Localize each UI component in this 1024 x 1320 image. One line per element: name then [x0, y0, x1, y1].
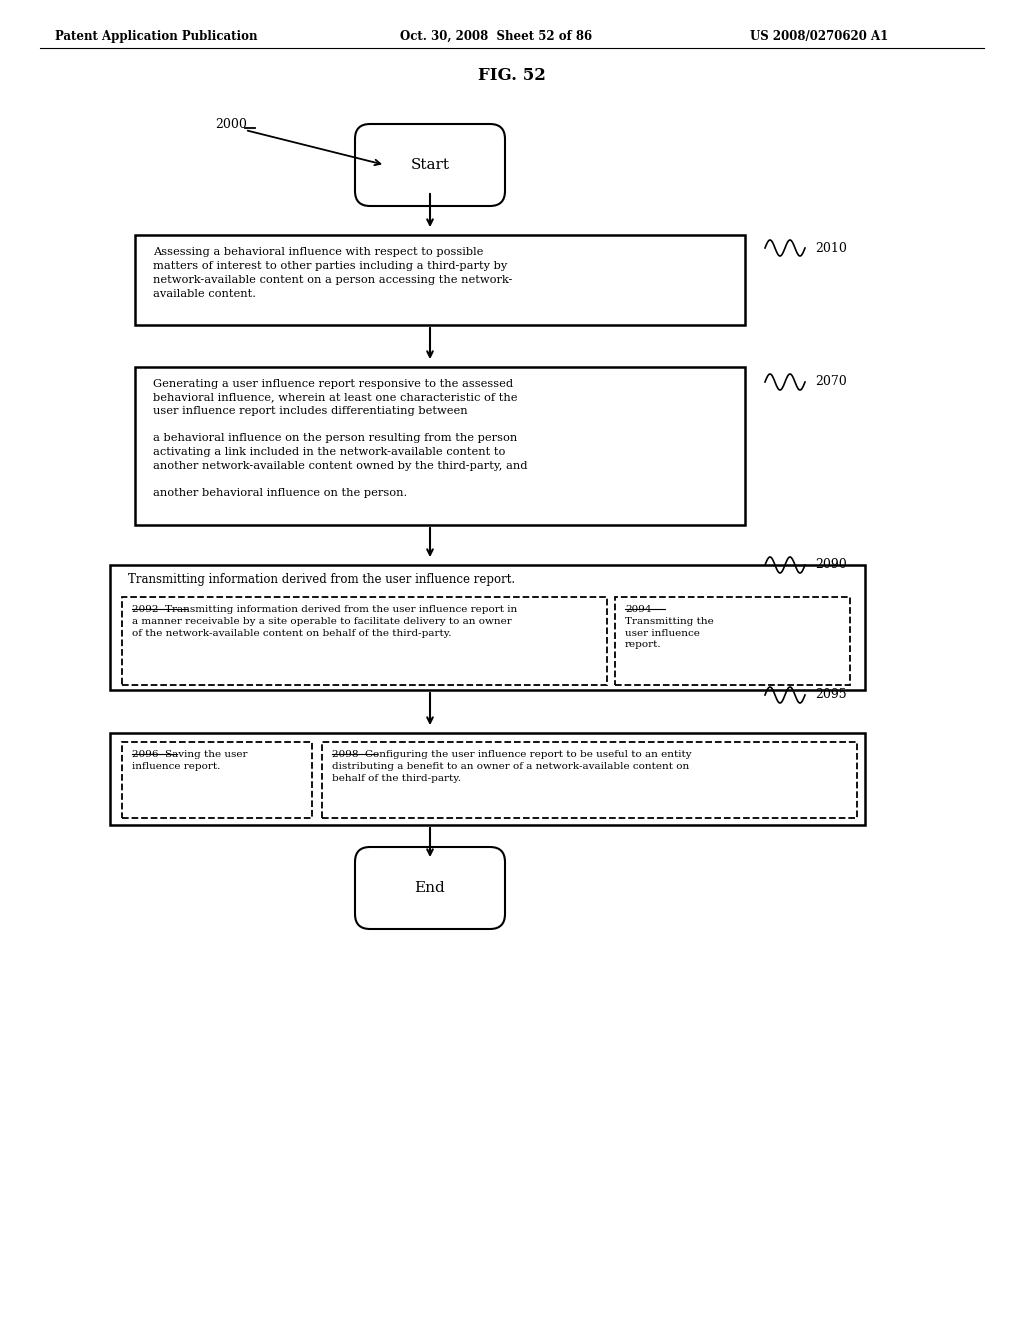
Text: Oct. 30, 2008  Sheet 52 of 86: Oct. 30, 2008 Sheet 52 of 86 — [400, 30, 592, 44]
Text: 2070: 2070 — [815, 375, 847, 388]
FancyBboxPatch shape — [122, 597, 607, 685]
FancyBboxPatch shape — [322, 742, 857, 818]
Text: 2092  Transmitting information derived from the user influence report in
a manne: 2092 Transmitting information derived fr… — [132, 605, 517, 638]
Text: Transmitting information derived from the user influence report.: Transmitting information derived from th… — [128, 573, 515, 586]
Text: Patent Application Publication: Patent Application Publication — [55, 30, 257, 44]
Text: Generating a user influence report responsive to the assessed
behavioral influen: Generating a user influence report respo… — [153, 379, 527, 498]
FancyBboxPatch shape — [355, 847, 505, 929]
FancyBboxPatch shape — [110, 565, 865, 690]
Text: End: End — [415, 880, 445, 895]
Text: Assessing a behavioral influence with respect to possible
matters of interest to: Assessing a behavioral influence with re… — [153, 247, 512, 300]
FancyBboxPatch shape — [615, 597, 850, 685]
Text: 2090: 2090 — [815, 558, 847, 572]
FancyBboxPatch shape — [110, 733, 865, 825]
FancyBboxPatch shape — [355, 124, 505, 206]
Text: 2096  Saving the user
influence report.: 2096 Saving the user influence report. — [132, 750, 248, 771]
Text: 2094
Transmitting the
user influence
report.: 2094 Transmitting the user influence rep… — [625, 605, 714, 649]
Text: Start: Start — [411, 158, 450, 172]
Text: 2000: 2000 — [215, 119, 247, 132]
FancyBboxPatch shape — [135, 235, 745, 325]
Text: 2010: 2010 — [815, 242, 847, 255]
Text: FIG. 52: FIG. 52 — [478, 66, 546, 83]
Text: US 2008/0270620 A1: US 2008/0270620 A1 — [750, 30, 888, 44]
Text: 2095: 2095 — [815, 689, 847, 701]
FancyBboxPatch shape — [135, 367, 745, 525]
FancyBboxPatch shape — [122, 742, 312, 818]
Text: 2098  Configuring the user influence report to be useful to an entity
distributi: 2098 Configuring the user influence repo… — [332, 750, 691, 783]
